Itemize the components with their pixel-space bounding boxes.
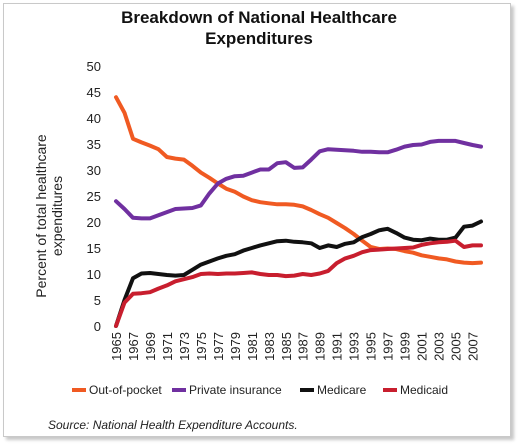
legend-swatch-out-of-pocket	[72, 387, 86, 392]
x-tick-label: 1995	[364, 332, 379, 361]
y-tick-label: 0	[94, 319, 101, 334]
x-tick-label: 1965	[109, 332, 124, 361]
x-tick-label: 1969	[143, 332, 158, 361]
source-note: Source: National Health Expenditure Acco…	[48, 418, 298, 432]
x-tick-label: 1989	[313, 332, 328, 361]
legend-swatch-medicaid	[383, 387, 397, 392]
legend-label: Out-of-pocket	[89, 383, 162, 397]
x-tick-label: 2007	[466, 332, 481, 361]
series-line-out-of-pocket	[114, 95, 483, 266]
y-tick-label: 35	[87, 137, 101, 152]
legend-swatch-medicare	[300, 387, 314, 392]
x-tick-label: 2001	[415, 332, 430, 361]
x-tick-label: 1981	[245, 332, 260, 361]
legend-item-out-of-pocket: Out-of-pocket	[72, 383, 162, 397]
legend-swatch-private-insurance	[172, 387, 186, 392]
legend: Out-of-pocket Private insurance Medicare…	[0, 383, 518, 399]
x-tick-label: 1967	[126, 332, 141, 361]
x-tick-label: 1991	[330, 332, 345, 361]
x-tick-label: 1999	[398, 332, 413, 361]
series-line-medicare	[114, 219, 483, 328]
y-tick-label: 30	[87, 163, 101, 178]
y-tick-label: 15	[87, 241, 101, 256]
y-axis-label-line-2: expenditures	[49, 176, 65, 256]
legend-label: Medicaid	[400, 383, 449, 397]
y-tick-label: 25	[87, 189, 101, 204]
x-tick-label: 1985	[279, 332, 294, 361]
line-chart: Percent of total healthcare expenditures…	[33, 59, 483, 361]
x-tick-label: 1997	[381, 332, 396, 361]
x-tick-label: 1979	[228, 332, 243, 361]
y-axis-ticks: 0 5 10 15 20 25 30 35 40 45 50	[87, 59, 101, 334]
y-axis-label: Percent of total healthcare expenditures	[33, 134, 65, 298]
x-tick-label: 1977	[211, 332, 226, 361]
legend-item-medicaid: Medicaid	[383, 383, 448, 397]
y-tick-label: 50	[87, 59, 101, 74]
legend-label: Private insurance	[189, 383, 282, 397]
legend-item-private-insurance: Private insurance	[172, 383, 282, 397]
y-tick-label: 5	[94, 293, 101, 308]
x-tick-label: 1983	[262, 332, 277, 361]
legend-item-medicare: Medicare	[300, 383, 366, 397]
x-tick-label: 1993	[347, 332, 362, 361]
series-lines	[114, 95, 483, 328]
chart-title-line-1: Breakdown of National Healthcare	[121, 8, 397, 27]
chart-frame	[3, 3, 511, 437]
y-tick-label: 10	[87, 267, 101, 282]
y-tick-label: 40	[87, 111, 101, 126]
legend-label: Medicare	[317, 383, 367, 397]
x-tick-label: 1971	[160, 332, 175, 361]
x-tick-label: 2005	[449, 332, 464, 361]
y-tick-label: 20	[87, 215, 101, 230]
x-tick-label: 1987	[296, 332, 311, 361]
chart-title-line-2: Expenditures	[205, 29, 313, 48]
x-tick-label: 2003	[432, 332, 447, 361]
series-line-medicaid	[114, 238, 483, 328]
x-tick-label: 1975	[194, 332, 209, 361]
x-tick-label: 1973	[177, 332, 192, 361]
y-axis-label-line-1: Percent of total healthcare	[33, 134, 49, 298]
y-tick-label: 45	[87, 85, 101, 100]
series-line-private-insurance	[114, 138, 483, 221]
x-axis-ticks: 1965 1967 1969 1971 1973 1975 1977 1979 1981 1983…	[109, 332, 481, 361]
